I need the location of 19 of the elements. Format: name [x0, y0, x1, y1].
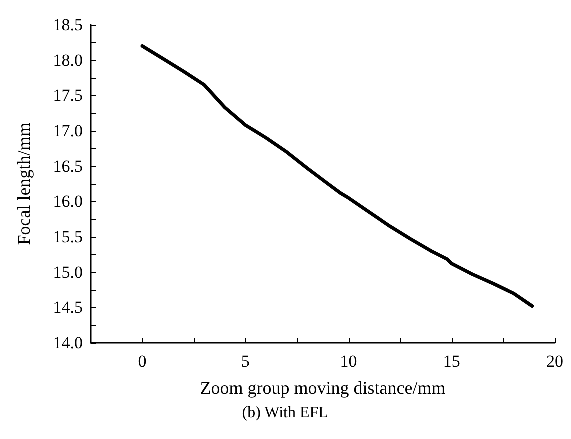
y-tick-label: 18.0 — [53, 50, 83, 70]
x-tick-label: 20 — [546, 352, 564, 371]
y-tick-label: 17.0 — [53, 122, 83, 140]
y-tick-label: 15.0 — [53, 262, 83, 282]
x-tick-label: 0 — [138, 352, 147, 371]
y-tick-label: 18.5 — [53, 16, 83, 34]
x-axis-title: Zoom group moving distance/mm — [200, 378, 446, 398]
y-axis-title: Focal length/mm — [14, 122, 34, 246]
x-tick-label: 10 — [340, 352, 358, 371]
y-tick-label: 15.5 — [53, 228, 83, 246]
text: (b) With EFL — [242, 404, 328, 422]
y-tick-label: 16.5 — [53, 156, 83, 176]
y-tick-label: 14.0 — [53, 334, 83, 352]
y-tick-label: 16.0 — [53, 192, 83, 212]
y-tick-label: 17.5 — [53, 86, 83, 106]
y-tick-label: 14.5 — [53, 298, 83, 318]
x-tick-label: 15 — [443, 352, 460, 371]
x-tick-label: 5 — [241, 352, 250, 371]
line-series — [140, 44, 534, 308]
